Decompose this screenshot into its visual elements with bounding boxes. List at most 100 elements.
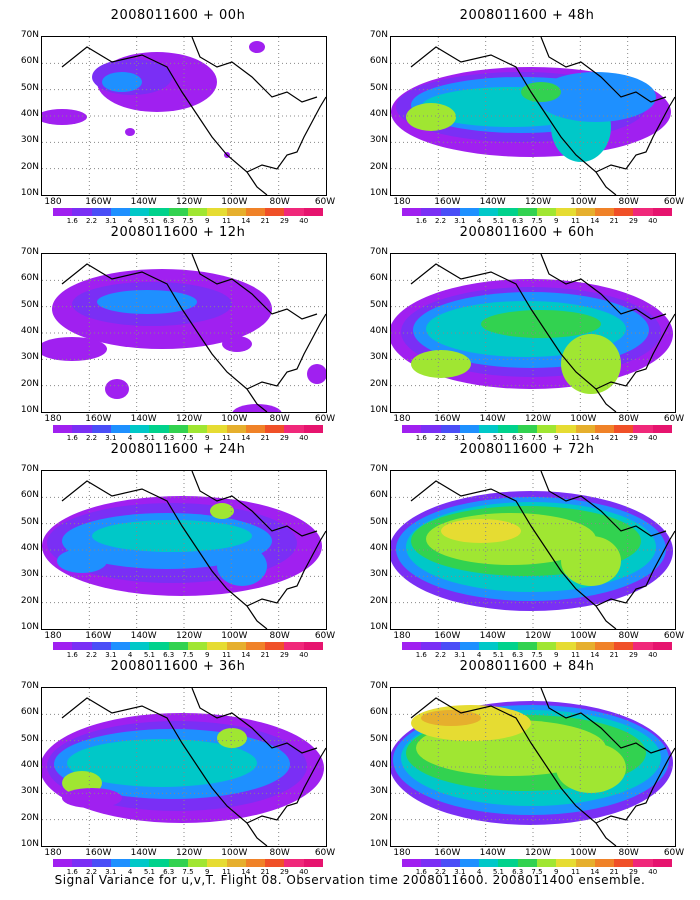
lon-tick-label: 60W xyxy=(663,197,685,207)
lat-tick-label: 40N xyxy=(369,543,388,553)
colorbar-swatch xyxy=(517,208,538,216)
colorbar-label: 5.1 xyxy=(492,651,504,659)
lat-tick-label: 50N xyxy=(20,733,39,744)
lon-tick-label: 100W xyxy=(570,414,597,424)
colorbar-swatch xyxy=(498,425,519,433)
lon-tick-label: 140W xyxy=(130,848,157,858)
lat-tick-label: 10N xyxy=(369,622,388,632)
variance-contour xyxy=(217,546,267,586)
lat-tick-label: 40N xyxy=(20,543,39,553)
figure-caption: Signal Variance for u,v,T. Flight 08. Ob… xyxy=(54,873,646,887)
colorbar-label: 21 xyxy=(609,651,619,659)
lon-tick-label: 140W xyxy=(130,631,157,641)
lon-tick-label: 80W xyxy=(269,848,290,858)
coastline xyxy=(61,37,326,195)
variance-field xyxy=(42,254,326,412)
colorbar-swatch xyxy=(53,425,73,433)
panel-title: 2008011600 + 48h xyxy=(459,8,595,23)
colorbar-swatch xyxy=(130,859,150,867)
lon-tick-label: 180 xyxy=(393,414,411,424)
variance-contour xyxy=(521,82,561,102)
colorbar-swatch xyxy=(614,208,634,216)
colorbar-swatch xyxy=(53,642,73,650)
coastline xyxy=(61,254,326,412)
colorbar-swatch xyxy=(284,859,305,867)
colorbar-label: 21 xyxy=(609,217,619,225)
colorbar-label: 7.5 xyxy=(182,868,194,876)
lat-tick-label: 50N xyxy=(369,82,388,93)
lat-tick-label: 20N xyxy=(20,595,39,606)
lat-tick-label: 20N xyxy=(20,812,39,823)
colorbar-swatch xyxy=(207,208,228,216)
lon-tick-label: 80W xyxy=(269,414,290,424)
lon-tick-label: 80W xyxy=(618,197,639,207)
colorbar-swatch xyxy=(479,208,499,216)
colorbar-swatch xyxy=(575,425,596,433)
colorbar-label: 3.1 xyxy=(454,434,466,442)
lat-tick-label: 40N xyxy=(20,109,39,119)
colorbar-label: 5.1 xyxy=(143,217,155,225)
colorbar-swatch xyxy=(110,425,131,433)
lat-tick-label: 30N xyxy=(20,135,39,146)
colorbar-swatch xyxy=(226,208,247,216)
colorbar-label: 40 xyxy=(299,651,309,659)
colorbar-label: 21 xyxy=(609,868,619,876)
colorbar xyxy=(402,859,673,867)
colorbar-swatch xyxy=(556,208,577,216)
lon-tick-label: 180 xyxy=(44,631,62,641)
colorbar-label: 14 xyxy=(590,434,600,442)
lat-tick-label: 50N xyxy=(369,299,388,310)
colorbar-label: 11 xyxy=(222,217,232,225)
colorbar xyxy=(402,208,673,216)
coastline xyxy=(410,688,675,846)
colorbar-swatch xyxy=(594,859,615,867)
colorbar-swatch xyxy=(402,208,422,216)
colorbar xyxy=(53,642,324,650)
colorbar-label: 5.1 xyxy=(492,434,504,442)
colorbar-swatch xyxy=(188,208,208,216)
colorbar-swatch xyxy=(245,859,266,867)
colorbar-label: 14 xyxy=(241,868,251,876)
colorbar-swatch xyxy=(556,642,577,650)
colorbar-label: 11 xyxy=(222,434,232,442)
variance-contour xyxy=(561,334,621,394)
colorbar-swatch xyxy=(188,859,208,867)
lon-tick-label: 60W xyxy=(663,848,685,858)
colorbar-swatch xyxy=(402,425,422,433)
lat-tick-label: 70N xyxy=(20,247,39,257)
colorbar-swatch xyxy=(652,642,673,650)
map-panel: 2008011600 + 48h 10N 20N 30N 40N 50N 60N 70N 180… xyxy=(357,8,697,225)
colorbar-label: 21 xyxy=(260,434,270,442)
colorbar-swatch xyxy=(72,425,93,433)
colorbar-swatch xyxy=(614,425,634,433)
colorbar-swatch xyxy=(479,642,499,650)
lat-tick-label: 10N xyxy=(20,839,39,849)
variance-contour xyxy=(57,549,107,573)
colorbar-swatch xyxy=(130,208,150,216)
colorbar-label: 5.1 xyxy=(492,217,504,225)
lat-tick-label: 60N xyxy=(20,707,39,718)
lat-tick-label: 50N xyxy=(20,299,39,310)
lon-tick-label: 160W xyxy=(85,848,112,858)
colorbar-swatch xyxy=(72,208,93,216)
colorbar-swatch xyxy=(188,425,208,433)
colorbar-label: 2.2 xyxy=(434,217,447,225)
colorbar-swatch xyxy=(537,859,557,867)
colorbar-label: 5.1 xyxy=(143,434,155,442)
map-plot xyxy=(41,687,327,847)
colorbar-swatch xyxy=(245,208,266,216)
variance-contour xyxy=(222,336,252,352)
lat-tick-label: 40N xyxy=(369,109,388,119)
lon-tick-label: 160W xyxy=(85,631,112,641)
panel-title: 2008011600 + 72h xyxy=(459,442,595,457)
panel-title: 2008011600 + 60h xyxy=(459,225,595,240)
lat-tick-label: 20N xyxy=(369,812,388,823)
colorbar-label: 6.3 xyxy=(512,868,524,876)
colorbar-swatch xyxy=(265,208,285,216)
lon-tick-label: 100W xyxy=(570,631,597,641)
colorbar-swatch xyxy=(284,642,305,650)
variance-contour xyxy=(421,710,481,726)
colorbar-swatch xyxy=(149,859,170,867)
colorbar-swatch xyxy=(556,859,577,867)
lat-tick-label: 30N xyxy=(369,135,388,146)
